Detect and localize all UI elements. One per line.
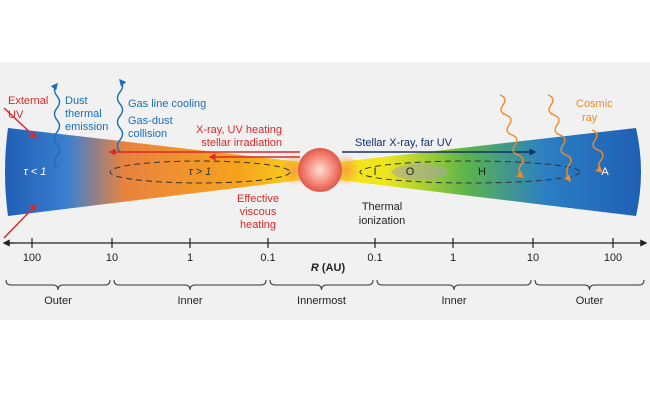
annotation: heating xyxy=(240,219,276,231)
annotation: Thermal xyxy=(362,201,402,213)
annotation: ionization xyxy=(359,215,405,227)
region-label: Outer xyxy=(44,295,72,307)
disk-left xyxy=(5,128,318,216)
region-label: Outer xyxy=(576,295,604,307)
tick-label: 0.1 xyxy=(367,252,382,264)
annotation: Effective xyxy=(237,193,279,205)
axis-variable: R xyxy=(311,262,319,274)
star xyxy=(298,148,342,192)
dashed-ellipse xyxy=(109,160,291,184)
annotation: collision xyxy=(128,128,167,140)
annotation: Gas-dust xyxy=(128,115,173,127)
annotation: X-ray, UV heating xyxy=(196,124,282,136)
brace xyxy=(269,279,374,291)
tick-label: 10 xyxy=(106,252,118,264)
tick-label: 1 xyxy=(450,252,456,264)
region-label: Innermost xyxy=(297,295,346,307)
annotation: External xyxy=(8,95,48,107)
region-label: Inner xyxy=(441,295,466,307)
wavy-arrow xyxy=(591,129,604,173)
tick-label: 10 xyxy=(527,252,539,264)
disk-label: I xyxy=(373,166,376,178)
disk-label: A xyxy=(601,166,609,178)
brace xyxy=(5,279,111,291)
annotation: Cosmic xyxy=(576,98,613,110)
disk-label: τ > 1 xyxy=(189,166,212,178)
brace xyxy=(113,279,267,291)
annotation: Gas line cooling xyxy=(128,98,206,110)
annotation: emission xyxy=(65,121,108,133)
arrow xyxy=(3,107,38,140)
axis-title: R (AU) xyxy=(311,262,346,274)
brace xyxy=(376,279,532,291)
tick-label: 1 xyxy=(187,252,193,264)
disk-label: τ < 1 xyxy=(24,166,47,178)
annotation: thermal xyxy=(65,108,102,120)
annotation: Dust xyxy=(65,95,88,107)
disk-label: O xyxy=(406,166,415,178)
wavy-arrow xyxy=(499,94,525,178)
annotation: ray xyxy=(582,112,598,124)
arrow xyxy=(3,203,38,239)
region-label: Inner xyxy=(177,295,202,307)
disk-label: H xyxy=(478,166,486,178)
annotation: Stellar X-ray, far UV xyxy=(355,137,453,149)
tick-label: 0.1 xyxy=(260,252,275,264)
axis-unit: (AU) xyxy=(322,262,346,274)
wavy-arrow xyxy=(116,78,127,153)
wavy-arrow xyxy=(50,82,61,169)
tick-label: 100 xyxy=(23,252,41,264)
annotation: stellar irradiation xyxy=(201,137,282,149)
wavy-arrow xyxy=(547,94,572,183)
brace xyxy=(534,279,645,291)
tick-label: 100 xyxy=(604,252,622,264)
annotation: UV xyxy=(8,109,24,121)
dashed-ellipse xyxy=(359,160,581,184)
ohmic-zone xyxy=(392,164,448,180)
annotation: viscous xyxy=(240,206,277,218)
